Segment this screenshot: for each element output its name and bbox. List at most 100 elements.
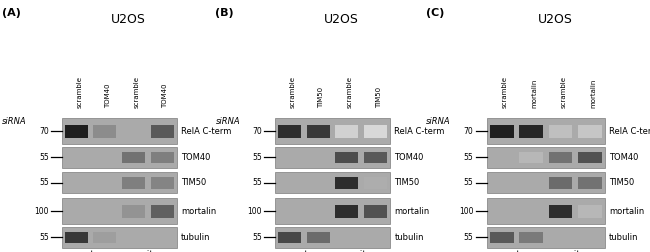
Bar bbox=[122, 177, 145, 188]
Text: (C): (C) bbox=[426, 8, 445, 18]
Bar bbox=[519, 125, 543, 138]
Text: 55: 55 bbox=[252, 233, 262, 242]
Bar bbox=[490, 232, 514, 243]
Text: TOM40: TOM40 bbox=[395, 153, 424, 162]
Text: scramble: scramble bbox=[134, 76, 140, 108]
Bar bbox=[65, 125, 88, 138]
Bar bbox=[122, 205, 145, 218]
Bar bbox=[549, 152, 573, 163]
Text: TIM50: TIM50 bbox=[318, 87, 324, 108]
Text: 70: 70 bbox=[464, 127, 474, 136]
Bar bbox=[549, 125, 573, 138]
Bar bbox=[335, 152, 358, 163]
Text: cyto: cyto bbox=[507, 250, 526, 252]
Text: 55: 55 bbox=[464, 178, 474, 187]
Text: siRNA: siRNA bbox=[2, 117, 27, 126]
Bar bbox=[519, 232, 543, 243]
Text: TOM40: TOM40 bbox=[609, 153, 639, 162]
Text: mortalin: mortalin bbox=[590, 79, 596, 108]
Text: U2OS: U2OS bbox=[324, 13, 359, 26]
Text: 70: 70 bbox=[252, 127, 262, 136]
Text: mito: mito bbox=[565, 250, 586, 252]
Bar bbox=[364, 177, 387, 188]
Text: U2OS: U2OS bbox=[111, 13, 146, 26]
Bar bbox=[307, 125, 330, 138]
Bar bbox=[549, 177, 573, 188]
Bar bbox=[151, 125, 174, 138]
Bar bbox=[487, 147, 604, 168]
Bar bbox=[487, 227, 604, 248]
Text: TIM50: TIM50 bbox=[395, 178, 420, 187]
Bar bbox=[549, 205, 573, 218]
Bar bbox=[62, 147, 177, 168]
Text: siRNA: siRNA bbox=[426, 117, 450, 126]
Text: RelA C-term: RelA C-term bbox=[609, 127, 650, 136]
Text: (A): (A) bbox=[2, 8, 21, 18]
Bar bbox=[487, 198, 604, 224]
Bar bbox=[364, 152, 387, 163]
Text: 100: 100 bbox=[34, 207, 49, 215]
Bar bbox=[487, 118, 604, 144]
Text: TIM50: TIM50 bbox=[376, 87, 382, 108]
Bar bbox=[578, 177, 602, 188]
Text: mortalin: mortalin bbox=[395, 207, 430, 215]
Text: scramble: scramble bbox=[561, 76, 567, 108]
Text: U2OS: U2OS bbox=[538, 13, 573, 26]
Bar bbox=[94, 232, 116, 243]
Text: TIM50: TIM50 bbox=[609, 178, 634, 187]
Bar bbox=[278, 232, 301, 243]
Bar bbox=[275, 172, 390, 193]
Text: 55: 55 bbox=[39, 233, 49, 242]
Text: siRNA: siRNA bbox=[215, 117, 240, 126]
Bar bbox=[62, 227, 177, 248]
Text: cyto: cyto bbox=[294, 250, 313, 252]
Bar bbox=[151, 205, 174, 218]
Text: 55: 55 bbox=[464, 153, 474, 162]
Text: mortalin: mortalin bbox=[609, 207, 645, 215]
Bar bbox=[62, 198, 177, 224]
Bar bbox=[578, 152, 602, 163]
Text: scramble: scramble bbox=[347, 76, 353, 108]
Bar bbox=[62, 172, 177, 193]
Bar bbox=[151, 177, 174, 188]
Bar bbox=[278, 125, 301, 138]
Bar bbox=[122, 152, 145, 163]
Text: tubulin: tubulin bbox=[395, 233, 424, 242]
Bar bbox=[335, 205, 358, 218]
Text: TOM40: TOM40 bbox=[162, 84, 168, 108]
Bar bbox=[578, 125, 602, 138]
Bar bbox=[62, 118, 177, 144]
Text: mortalin: mortalin bbox=[531, 79, 538, 108]
Text: (B): (B) bbox=[215, 8, 234, 18]
Text: scramble: scramble bbox=[289, 76, 296, 108]
Text: cyto: cyto bbox=[81, 250, 100, 252]
Bar bbox=[65, 232, 88, 243]
Text: 70: 70 bbox=[39, 127, 49, 136]
Text: TOM40: TOM40 bbox=[105, 84, 111, 108]
Text: scramble: scramble bbox=[502, 76, 508, 108]
Text: mito: mito bbox=[138, 250, 159, 252]
Text: scramble: scramble bbox=[76, 76, 83, 108]
Bar bbox=[94, 125, 116, 138]
Text: 55: 55 bbox=[252, 153, 262, 162]
Text: TOM40: TOM40 bbox=[181, 153, 211, 162]
Text: 100: 100 bbox=[459, 207, 474, 215]
Bar bbox=[364, 205, 387, 218]
Bar bbox=[275, 147, 390, 168]
Text: mito: mito bbox=[351, 250, 372, 252]
Text: 55: 55 bbox=[252, 178, 262, 187]
Bar bbox=[487, 172, 604, 193]
Bar bbox=[490, 125, 514, 138]
Bar bbox=[519, 152, 543, 163]
Text: RelA C-term: RelA C-term bbox=[181, 127, 231, 136]
Text: 55: 55 bbox=[39, 153, 49, 162]
Bar bbox=[335, 125, 358, 138]
Bar bbox=[307, 232, 330, 243]
Bar bbox=[364, 125, 387, 138]
Bar bbox=[335, 177, 358, 188]
Bar bbox=[275, 198, 390, 224]
Bar bbox=[151, 152, 174, 163]
Text: 55: 55 bbox=[464, 233, 474, 242]
Text: TIM50: TIM50 bbox=[181, 178, 207, 187]
Text: mortalin: mortalin bbox=[181, 207, 216, 215]
